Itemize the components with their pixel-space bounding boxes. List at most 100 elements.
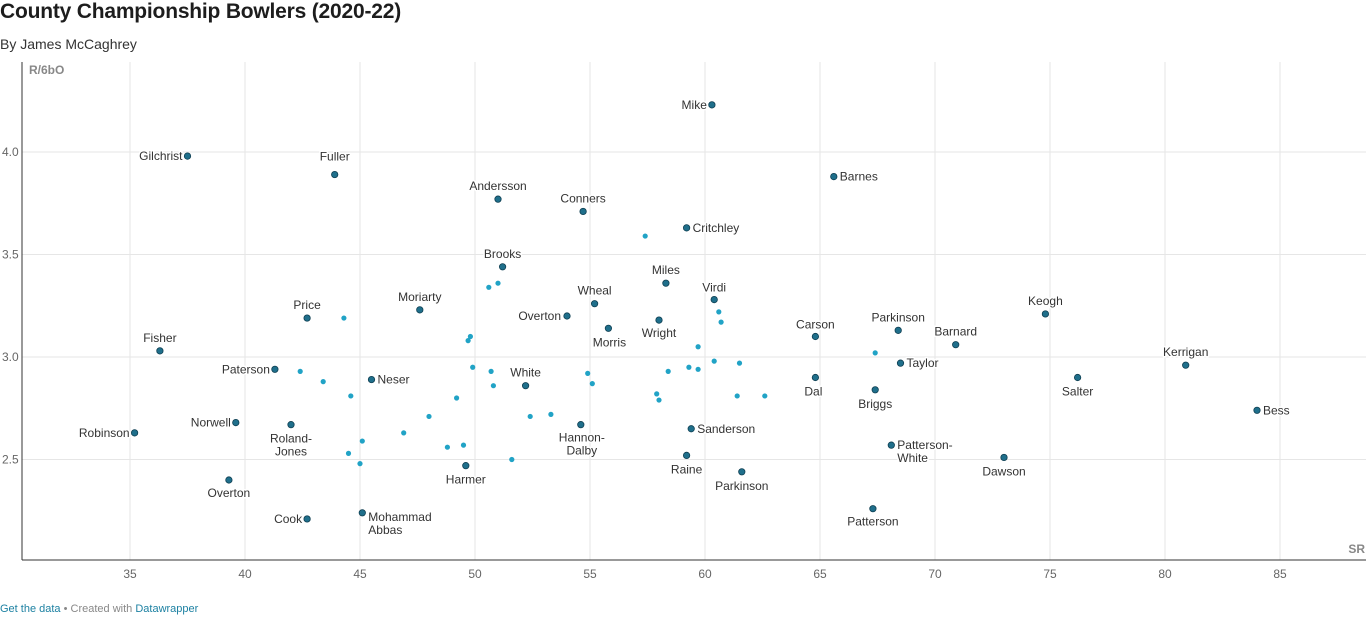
- x-tick-label: 45: [353, 567, 367, 581]
- point-label: Carson: [796, 318, 835, 332]
- point-label: Barnes: [840, 170, 878, 184]
- point-label: Paterson: [222, 362, 270, 376]
- labeled-data-point: [871, 386, 879, 394]
- point-label: Overton: [518, 309, 561, 323]
- labeled-data-point: [494, 195, 502, 203]
- labeled-data-point: [710, 295, 718, 304]
- labeled-data-point: [358, 509, 366, 517]
- data-point: [490, 383, 496, 389]
- data-point: [656, 397, 662, 403]
- data-point: [686, 364, 692, 370]
- labeled-data-point: [232, 418, 240, 427]
- labeled-data-point: [590, 300, 599, 308]
- data-point: [401, 430, 407, 436]
- x-tick-label: 40: [238, 567, 252, 581]
- labeled-data-point: [225, 476, 233, 484]
- data-point: [736, 360, 743, 366]
- data-point: [345, 450, 352, 456]
- point-label: Fisher: [143, 331, 176, 345]
- point-label: Sanderson: [697, 422, 755, 436]
- point-label: Overton: [208, 486, 251, 500]
- point-label: Miles: [652, 263, 680, 277]
- labeled-data-point: [563, 312, 571, 320]
- label-layer: Mike Gilchrist Fuller Barnes Andersson Conner…: [77, 96, 1291, 538]
- data-point: [716, 309, 722, 315]
- data-point: [465, 338, 471, 344]
- labeled-data-point: [896, 359, 905, 367]
- data-point: [297, 368, 303, 374]
- data-point: [654, 391, 660, 397]
- point-label: Dal: [804, 385, 822, 399]
- y-tick-label: 3.5: [2, 248, 19, 262]
- data-point: [444, 444, 450, 450]
- point-label: Critchley: [693, 221, 740, 235]
- point-label: Briggs: [858, 397, 892, 411]
- chart-byline: By James McCaghrey: [0, 36, 137, 52]
- labeled-data-point: [462, 462, 470, 470]
- data-point: [734, 393, 740, 399]
- labeled-data-point: [416, 306, 424, 314]
- x-tick-label: 85: [1273, 567, 1287, 581]
- labeled-data-point: [869, 505, 877, 513]
- get-data-link[interactable]: Get the data: [0, 603, 61, 615]
- point-label: Parkinson: [872, 310, 925, 324]
- labeled-data-point: [367, 375, 376, 384]
- labeled-data-point: [1074, 373, 1082, 382]
- data-point: [426, 413, 432, 420]
- footer-separator: • Created with: [60, 603, 136, 615]
- point-label: Gilchrist: [139, 149, 183, 163]
- point-label: White: [510, 366, 541, 380]
- data-point: [320, 379, 326, 385]
- y-tick-label: 4.0: [2, 145, 19, 159]
- x-tick-label: 65: [813, 567, 827, 581]
- chart-footer: Get the data • Created with Datawrapper: [0, 603, 198, 615]
- data-point: [585, 370, 591, 376]
- point-label: Price: [293, 298, 321, 312]
- labeled-data-point: [183, 152, 192, 160]
- y-tick-label: 3.0: [2, 350, 19, 364]
- labeled-data-point: [1253, 406, 1261, 414]
- labeled-data-point: [1182, 361, 1190, 369]
- labeled-data-point: [577, 421, 585, 429]
- point-label: Harmer: [446, 473, 486, 487]
- labeled-data-point: [156, 347, 164, 355]
- point-label: Wright: [642, 326, 677, 340]
- labeled-data-point: [887, 441, 895, 449]
- labeled-data-point: [303, 515, 311, 523]
- data-point: [357, 461, 363, 467]
- point-label: Mike: [682, 98, 708, 112]
- y-tick-label: 2.5: [2, 453, 19, 467]
- labeled-data-point: [811, 332, 820, 341]
- datawrapper-link[interactable]: Datawrapper: [135, 603, 199, 615]
- data-point: [359, 438, 365, 444]
- data-point: [341, 315, 347, 321]
- labeled-data-point: [521, 382, 530, 390]
- x-axis-title: SR: [1348, 542, 1365, 556]
- data-point: [467, 333, 473, 340]
- labeled-data-point: [331, 170, 339, 179]
- data-point: [454, 395, 460, 401]
- labeled-data-point: [1000, 453, 1008, 462]
- labeled-data-point: [662, 279, 670, 287]
- point-label: Roland-Jones: [270, 432, 312, 459]
- x-tick-label: 70: [928, 567, 942, 581]
- point-label: Salter: [1062, 385, 1093, 399]
- point-label: Barnard: [934, 325, 977, 339]
- data-point: [488, 368, 494, 374]
- data-point: [695, 344, 701, 350]
- point-label: Brooks: [484, 247, 521, 261]
- labeled-data-point: [303, 314, 311, 322]
- data-point: [762, 393, 768, 399]
- point-layer: [131, 101, 1261, 523]
- labeled-data-point: [811, 373, 820, 382]
- point-label: Norwell: [191, 416, 231, 430]
- data-point: [548, 411, 554, 417]
- data-point: [718, 319, 724, 325]
- x-tick-label: 80: [1158, 567, 1172, 581]
- data-point: [665, 368, 671, 374]
- data-point: [470, 364, 476, 370]
- point-label: Cook: [274, 512, 303, 526]
- x-tick-label: 50: [468, 567, 482, 581]
- data-point: [872, 350, 878, 356]
- point-label: Bess: [1263, 403, 1290, 417]
